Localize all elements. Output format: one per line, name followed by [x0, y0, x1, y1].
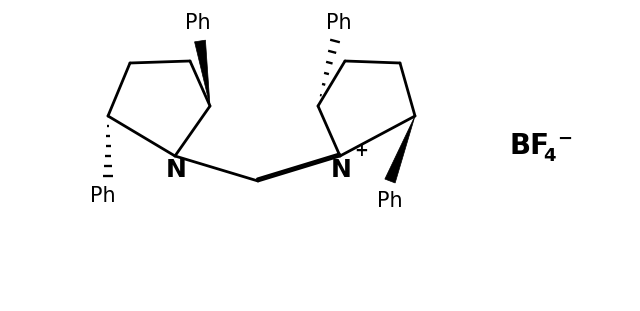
- Text: −: −: [557, 130, 572, 148]
- Text: N: N: [166, 158, 186, 182]
- Text: Ph: Ph: [185, 13, 211, 33]
- Text: Ph: Ph: [326, 13, 352, 33]
- Text: 4: 4: [543, 147, 556, 165]
- Text: Ph: Ph: [377, 191, 403, 211]
- Text: Ph: Ph: [90, 186, 116, 206]
- Text: N: N: [331, 158, 351, 182]
- Polygon shape: [385, 116, 415, 183]
- Text: BF: BF: [510, 132, 550, 160]
- Polygon shape: [195, 40, 210, 106]
- Text: +: +: [354, 142, 368, 160]
